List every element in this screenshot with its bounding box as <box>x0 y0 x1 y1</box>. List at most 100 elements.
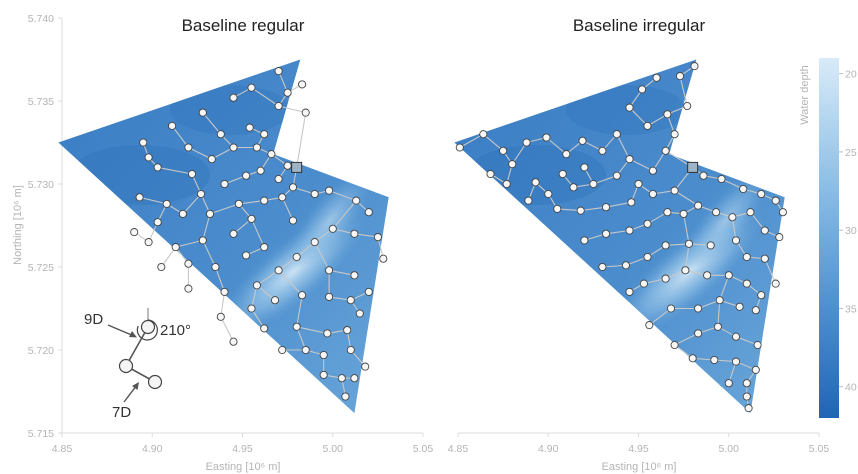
cable <box>220 316 234 342</box>
turbine-marker <box>715 296 724 305</box>
turbine-marker <box>323 329 332 338</box>
cable <box>296 112 307 168</box>
panel-baseline-irregular: Baseline irregular 4.85 4.90 4.95 5.00 5.05 … <box>448 16 830 473</box>
cable <box>251 87 279 107</box>
turbine-marker <box>598 146 607 155</box>
cable <box>175 239 203 248</box>
turbine-marker <box>184 143 193 152</box>
turbine-marker <box>144 238 153 247</box>
turbine-marker <box>639 279 648 288</box>
turbine-marker <box>153 218 162 227</box>
cable <box>182 193 202 215</box>
turbine-marker <box>298 291 307 300</box>
colorbar-tick-label: 30 <box>845 225 857 237</box>
label-7d: 7D <box>112 404 131 421</box>
colorbar-tick-label: 25 <box>845 147 857 159</box>
turbine-marker <box>775 233 784 242</box>
turbine-marker <box>207 155 216 164</box>
cable <box>684 243 690 271</box>
turbine-marker <box>742 392 751 401</box>
turbine-marker <box>205 209 215 218</box>
turbine-marker <box>256 166 265 175</box>
turbine-marker <box>638 85 647 94</box>
turbine-marker <box>612 171 621 180</box>
substation-marker <box>291 161 303 173</box>
turbine-marker <box>283 161 292 170</box>
cable <box>220 291 226 317</box>
turbine-marker <box>760 226 769 235</box>
y-tick-label: 5.735 <box>28 96 54 108</box>
turbine-marker <box>361 362 370 371</box>
turbine-marker <box>346 345 355 355</box>
turbine-marker <box>553 204 562 213</box>
turbine-marker <box>706 241 715 250</box>
turbine-marker <box>341 392 350 401</box>
turbine-marker <box>569 183 578 192</box>
turbine-marker <box>742 379 751 388</box>
turbine-marker <box>198 236 207 245</box>
turbine-marker <box>778 208 787 217</box>
turbine-marker <box>508 160 517 169</box>
turbine-marker <box>328 224 337 233</box>
tick-labels: 4.85 4.90 4.95 5.00 5.05 <box>448 433 829 455</box>
turbine-marker <box>220 287 229 296</box>
cable <box>328 190 357 202</box>
turbine-marker <box>713 322 722 331</box>
turbine-marker <box>379 254 388 263</box>
turbine-marker <box>757 189 766 199</box>
turbine-marker <box>771 196 780 205</box>
x-tick-label: 5.05 <box>413 443 434 455</box>
cable <box>238 200 265 205</box>
turbine-marker <box>580 236 589 245</box>
colorbar-gradient <box>819 58 839 418</box>
turbine-marker <box>247 214 256 223</box>
x-tick-label: 4.90 <box>538 443 559 455</box>
arrow-head <box>132 382 139 390</box>
turbine-marker <box>699 171 708 180</box>
turbine-marker <box>670 186 679 195</box>
cable <box>281 197 294 221</box>
turbine-marker <box>612 130 621 139</box>
turbine-marker <box>319 370 328 379</box>
cable <box>629 158 654 172</box>
turbine-marker <box>343 326 352 335</box>
turbine-marker <box>502 179 511 189</box>
cable <box>139 196 167 205</box>
turbine-marker <box>735 302 744 311</box>
turbine-marker <box>684 239 694 248</box>
x-tick-label: 4.90 <box>142 443 163 455</box>
turbine-marker <box>675 72 685 81</box>
cable <box>717 300 721 327</box>
cable <box>459 133 484 148</box>
colorbar-tick-label: 20 <box>845 69 857 81</box>
turbine-marker <box>601 229 611 238</box>
cable <box>511 142 528 165</box>
turbine-marker <box>352 196 361 205</box>
turbine-marker <box>229 93 238 102</box>
colorbar-tick-label: 40 <box>845 382 857 394</box>
turbine-marker <box>742 279 751 288</box>
turbine-marker <box>267 150 276 159</box>
site-boundary <box>58 59 389 414</box>
turbine-marker <box>187 169 197 179</box>
turbine-marker <box>681 266 690 275</box>
turbine-marker <box>771 279 780 288</box>
cable <box>202 240 216 268</box>
inset-turbine <box>147 374 163 390</box>
turbine-marker <box>645 321 654 330</box>
cable <box>296 326 328 334</box>
substation <box>291 161 303 173</box>
turbine-marker <box>690 62 699 71</box>
turbine-marker <box>171 243 180 252</box>
turbine-marker <box>661 146 670 155</box>
cable <box>648 308 672 326</box>
turbine-marker <box>211 262 220 272</box>
cable <box>171 125 189 148</box>
turbine-marker <box>139 138 148 147</box>
turbine-marker <box>731 236 741 245</box>
turbine-marker <box>753 340 762 350</box>
turbine-marker <box>184 284 193 293</box>
turbine-marker <box>355 309 364 318</box>
inset-turbine <box>118 358 134 374</box>
turbine-marker <box>663 208 672 217</box>
